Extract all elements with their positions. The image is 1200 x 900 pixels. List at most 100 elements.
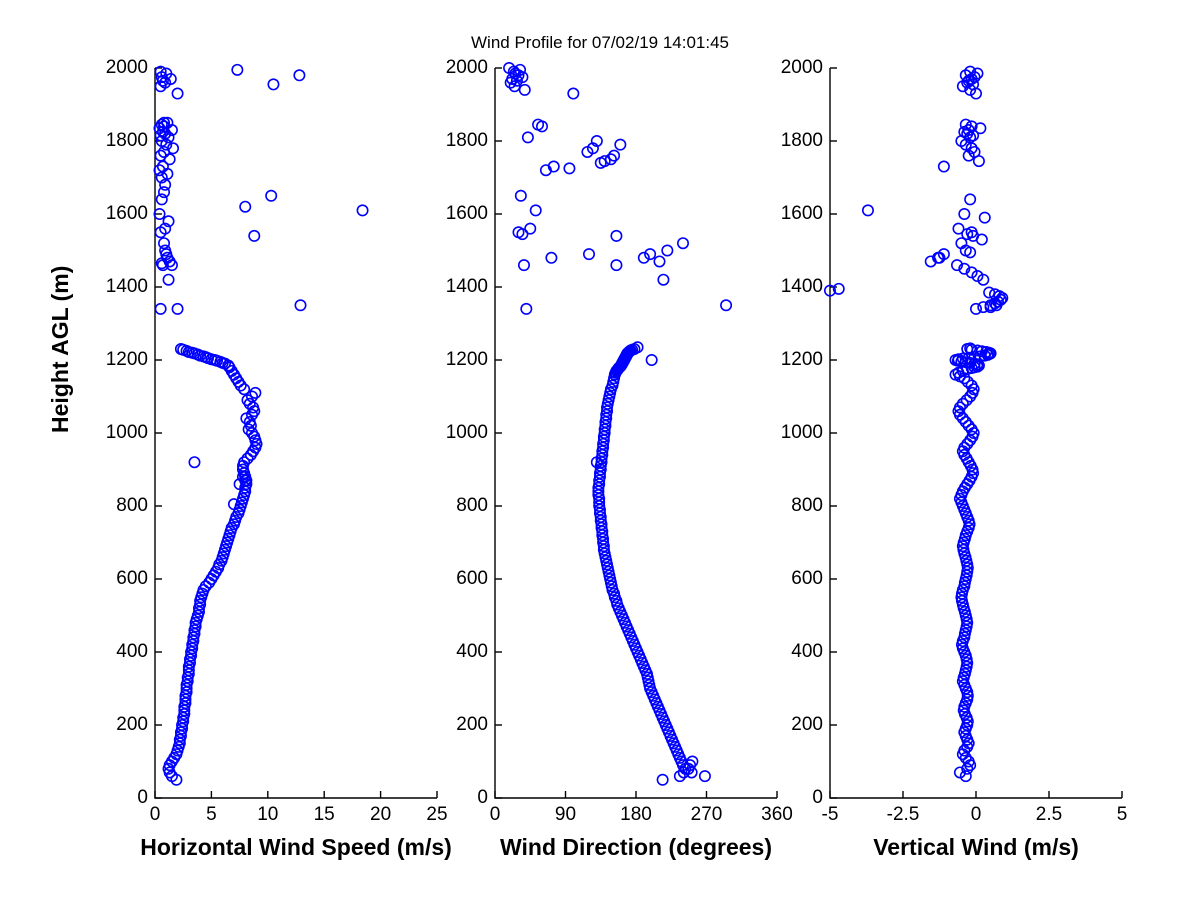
y-tick-label: 1600 <box>445 203 488 224</box>
x-tick-label: 25 <box>426 804 448 825</box>
data-point <box>956 352 969 365</box>
data-point <box>293 69 306 82</box>
data-point <box>156 160 169 173</box>
data-point <box>154 149 167 162</box>
data-point <box>246 390 259 403</box>
data-point <box>243 416 256 429</box>
data-point <box>959 770 972 783</box>
data-point <box>964 65 977 78</box>
data-point <box>294 299 307 312</box>
y-tick-label: 1400 <box>780 276 823 297</box>
data-point <box>614 138 627 151</box>
data-point <box>937 160 950 173</box>
data-point <box>524 222 537 235</box>
data-point <box>238 456 251 469</box>
data-point <box>953 401 966 414</box>
x-tick-label: -2.5 <box>886 804 920 825</box>
data-point <box>656 773 669 786</box>
y-tick-label: 600 <box>456 568 488 589</box>
data-point <box>236 470 249 483</box>
data-point <box>686 755 699 768</box>
data-point <box>194 598 207 611</box>
x-tick-label: 90 <box>554 804 577 825</box>
y-tick-label: 600 <box>791 568 823 589</box>
data-point <box>832 282 845 295</box>
data-point <box>246 426 259 439</box>
data-point <box>158 186 171 199</box>
data-point <box>159 178 172 191</box>
data-point <box>965 343 978 356</box>
y-tick-label: 1000 <box>780 422 823 443</box>
data-point <box>189 620 202 633</box>
data-point <box>978 211 991 224</box>
data-point <box>958 208 971 221</box>
data-point <box>547 160 560 173</box>
data-point <box>953 766 966 779</box>
data-point <box>661 244 674 257</box>
data-point <box>174 343 187 356</box>
data-point <box>673 770 686 783</box>
y-tick-label: 800 <box>456 495 488 516</box>
data-point <box>961 375 974 388</box>
data-point <box>962 149 975 162</box>
data-point <box>517 259 530 272</box>
y-tick-label: 1800 <box>780 130 823 151</box>
subplot-wind-direction: 0 200 400 600 800 1000 1200 1400 1600 1800 2000 0 90… <box>446 57 793 860</box>
data-point <box>199 580 212 593</box>
data-point <box>236 463 249 476</box>
data-point <box>188 456 201 469</box>
data-point <box>637 251 650 264</box>
y-tick-label: 400 <box>456 641 488 662</box>
y-tick-label: 1200 <box>780 349 823 370</box>
data-point <box>604 153 617 166</box>
x-tick-label: 5 <box>206 804 217 825</box>
x-tick-label: 20 <box>370 804 392 825</box>
data-point <box>160 67 173 80</box>
y-tick-label: 2000 <box>105 57 148 78</box>
y-axis-title: Height AGL (m) <box>47 265 73 433</box>
y-tick-label: 800 <box>116 495 148 516</box>
data-point <box>984 301 997 314</box>
x-axis-title: Horizontal Wind Speed (m/s) <box>140 834 452 860</box>
data-point <box>521 131 534 144</box>
data-point <box>231 63 244 76</box>
data-point <box>965 226 978 239</box>
data-point <box>698 770 711 783</box>
data-point <box>645 353 658 366</box>
data-point <box>155 193 168 206</box>
y-tick-label: 0 <box>137 787 148 808</box>
y-tick-label: 200 <box>456 714 488 735</box>
y-tick-label: 0 <box>477 787 488 808</box>
data-point <box>532 118 545 131</box>
x-tick-label: 15 <box>313 804 335 825</box>
x-tick-label: 270 <box>690 804 723 825</box>
data-point <box>631 341 644 354</box>
data-point <box>153 164 166 177</box>
axis-spine <box>154 68 437 799</box>
data-point <box>861 204 874 217</box>
y-tick-label: 1600 <box>105 203 148 224</box>
y-tick-label: 400 <box>116 641 148 662</box>
data-point <box>158 120 171 133</box>
data-point <box>653 255 666 268</box>
data-series <box>824 65 1009 783</box>
y-tick-label: 1000 <box>445 422 488 443</box>
x-axis-title: Vertical Wind (m/s) <box>873 834 1079 860</box>
y-tick-label: 1400 <box>105 276 148 297</box>
y-tick-label: 1400 <box>445 276 488 297</box>
data-point <box>962 755 975 768</box>
data-point <box>977 301 990 314</box>
data-point <box>171 302 184 315</box>
x-tick-label: 0 <box>970 804 982 825</box>
data-point <box>932 251 945 264</box>
page-title: Wind Profile for 07/02/19 14:01:45 <box>471 33 729 52</box>
data-point <box>590 135 603 148</box>
y-tick-label: 600 <box>116 568 148 589</box>
data-point <box>971 67 984 80</box>
subplot-horizontal-wind-speed: 0 200 400 600 800 1000 1200 1400 1600 1800 2000 0 5 1… <box>106 57 452 860</box>
data-point <box>657 273 670 286</box>
data-point <box>512 226 525 239</box>
data-point <box>158 237 171 250</box>
data-point <box>529 204 542 217</box>
